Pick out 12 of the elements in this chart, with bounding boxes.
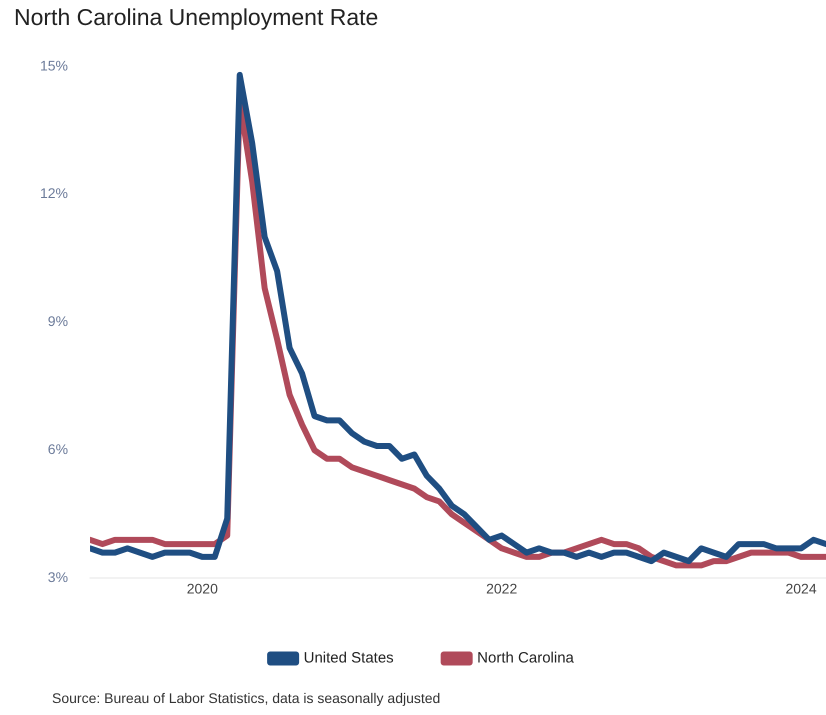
legend-label: North Carolina <box>477 650 575 667</box>
source-note: Source: Bureau of Labor Statistics, data is seasonally adjusted <box>52 690 440 706</box>
x-tick-label: 2022 <box>486 580 518 596</box>
x-tick-label: 2024 <box>785 580 817 596</box>
legend-label: United States <box>304 650 394 667</box>
y-tick-label: 6% <box>48 441 68 458</box>
y-tick-label: 9% <box>48 313 68 330</box>
chart-title: North Carolina Unemployment Rate <box>14 4 378 31</box>
y-tick-label: 3% <box>48 569 68 586</box>
x-tick-label: 2020 <box>186 580 218 596</box>
y-tick-label: 15% <box>40 57 68 74</box>
y-tick-label: 12% <box>40 185 68 202</box>
